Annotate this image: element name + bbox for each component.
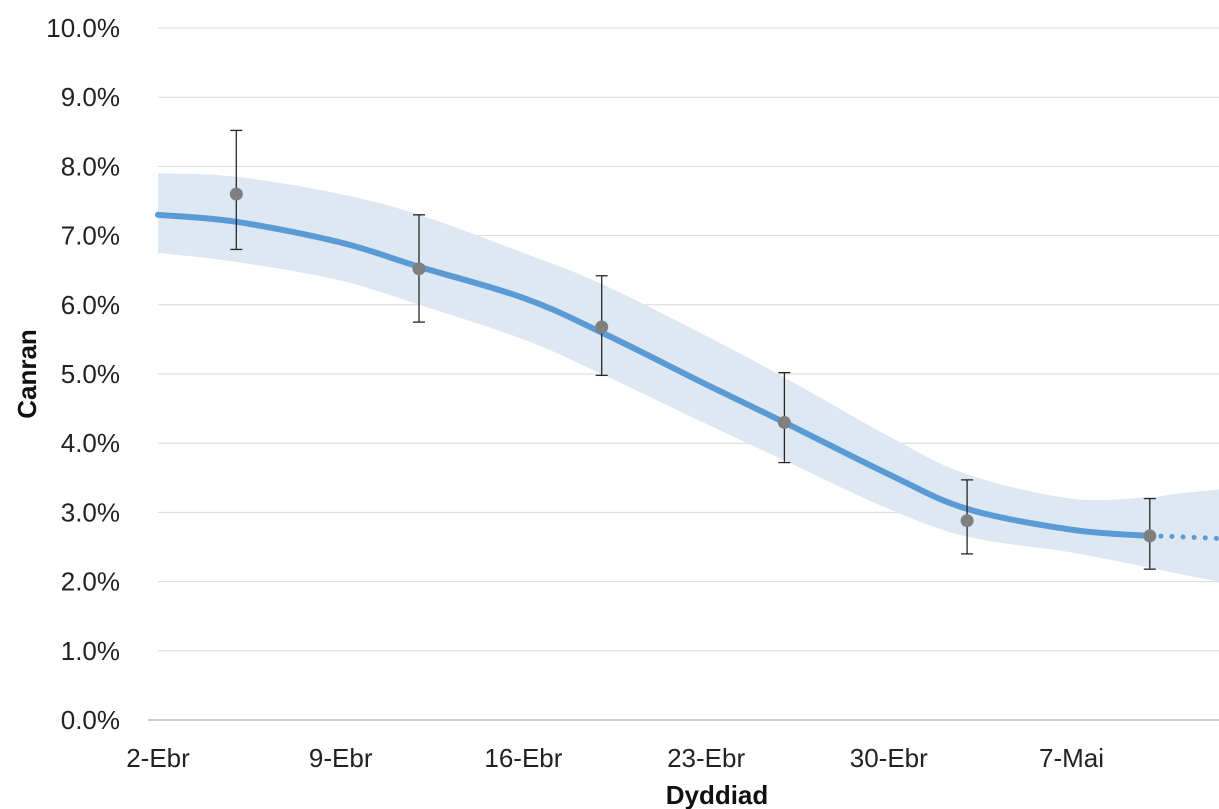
estimate-point — [412, 262, 426, 276]
trend-line — [155, 211, 1153, 539]
y-tick-label: 4.0% — [61, 428, 120, 458]
y-tick-label: 9.0% — [61, 82, 120, 112]
estimate-points — [229, 187, 1157, 543]
y-tick-label: 0.0% — [61, 705, 120, 735]
x-axis-tick-labels: 2-Ebr 9-Ebr 16-Ebr 23-Ebr 30-Ebr 7-Mai — [126, 743, 1104, 773]
y-tick-label: 8.0% — [61, 151, 120, 181]
estimate-point — [1143, 529, 1157, 543]
y-axis-tick-labels: 0.0% 1.0% 2.0% 3.0% 4.0% 5.0% 6.0% 7.0% 8.0% 9.0%… — [46, 13, 120, 735]
estimate-point — [595, 320, 609, 334]
estimate-point — [960, 514, 974, 528]
y-tick-label: 7.0% — [61, 221, 120, 251]
estimate-point — [777, 415, 791, 429]
x-tick-label: 16-Ebr — [484, 743, 562, 773]
estimate-point — [229, 187, 243, 201]
x-tick-label: 9-Ebr — [309, 743, 373, 773]
y-tick-label: 3.0% — [61, 497, 120, 527]
y-tick-label: 1.0% — [61, 636, 120, 666]
x-tick-label: 2-Ebr — [126, 743, 190, 773]
y-tick-label: 6.0% — [61, 290, 120, 320]
y-tick-label: 2.0% — [61, 567, 120, 597]
x-tick-label: 30-Ebr — [850, 743, 928, 773]
x-tick-label: 7-Mai — [1039, 743, 1104, 773]
x-axis-title: Dyddiad — [666, 780, 769, 809]
y-tick-label: 5.0% — [61, 359, 120, 389]
y-tick-label: 10.0% — [46, 13, 120, 43]
x-tick-label: 23-Ebr — [667, 743, 745, 773]
y-axis-title: Canran — [12, 329, 42, 419]
